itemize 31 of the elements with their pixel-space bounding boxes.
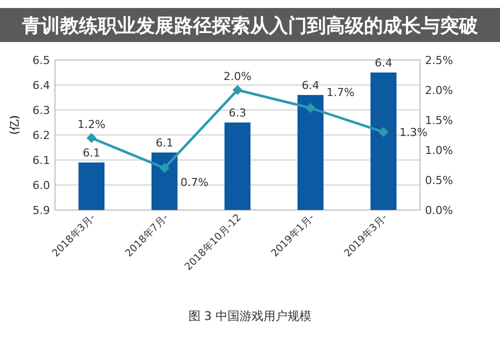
y-tick-label: 6.0 — [32, 179, 50, 192]
y2-tick-label: 1.0% — [425, 144, 453, 157]
data-label: 2.0% — [224, 70, 252, 83]
y-tick-label: 6.3 — [32, 104, 50, 117]
y2-tick-label: 1.5% — [425, 114, 453, 127]
y2-tick-label: 0.5% — [425, 174, 453, 187]
y-tick-label: 6.2 — [32, 129, 50, 142]
y-tick-label: 6.5 — [32, 54, 50, 67]
point — [232, 85, 242, 95]
point — [378, 127, 388, 137]
y2-tick-label: 2.0% — [425, 84, 453, 97]
caption: 图 3 中国游戏用户规模 — [188, 309, 312, 323]
data-label: 1.2% — [78, 118, 106, 131]
y2-tick-label: 2.5% — [425, 54, 453, 67]
y-tick-label: 5.9 — [32, 204, 50, 217]
y-tick-label: 6.1 — [32, 154, 50, 167]
data-label: 6.1 — [156, 136, 174, 150]
data-label: 6.4 — [302, 79, 320, 92]
point — [306, 103, 316, 113]
point — [160, 163, 170, 173]
y2-tick-label: 0.0% — [425, 204, 453, 217]
y-tick-label: 6.4 — [32, 79, 50, 92]
data-label: 1.7% — [326, 86, 354, 99]
data-label: 6.3 — [228, 106, 246, 120]
point — [86, 133, 96, 143]
data-label: 6.1 — [82, 146, 100, 160]
data-label: 1.3% — [400, 126, 428, 139]
y-axis-title: (亿) — [8, 115, 21, 135]
chart-title: 青训教练职业发展路径探索从入门到高级的成长与突破 — [21, 15, 479, 37]
data-label: 0.7% — [180, 176, 208, 189]
data-label: 6.4 — [374, 56, 392, 70]
